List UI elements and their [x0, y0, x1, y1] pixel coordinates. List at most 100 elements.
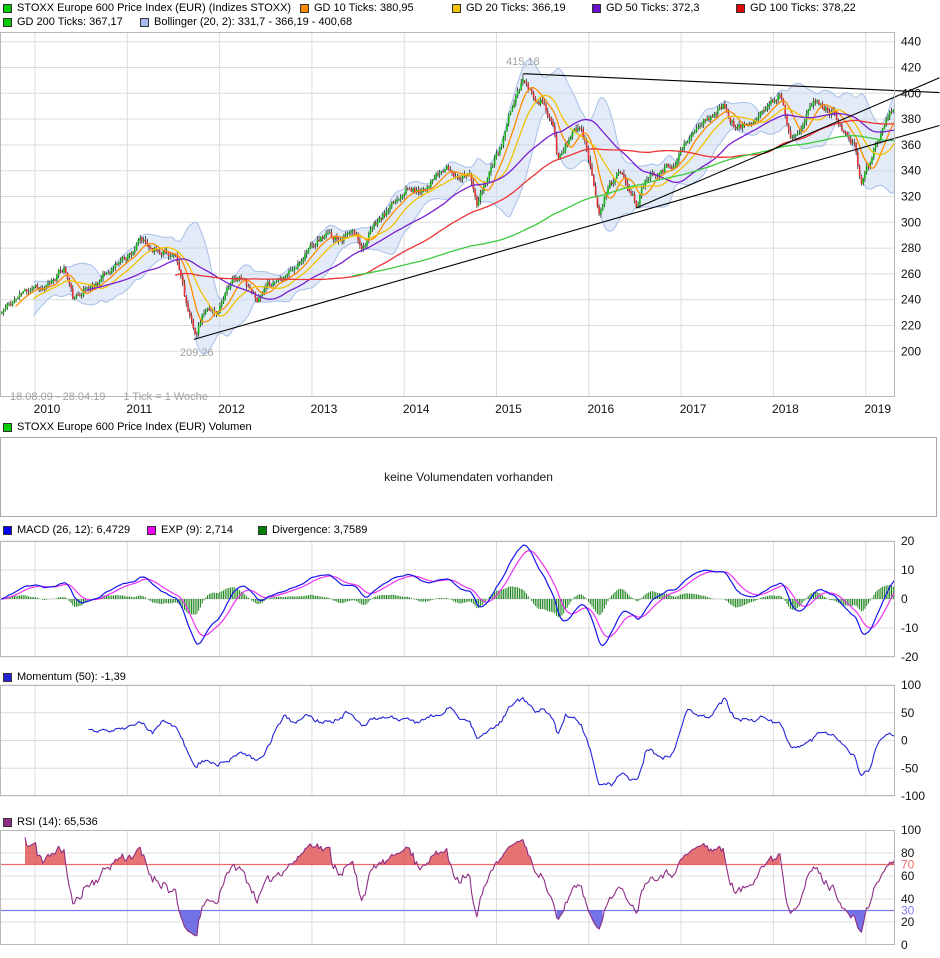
rsi-line	[24, 837, 895, 937]
rsi-legend-row: RSI (14): 65,536	[0, 816, 940, 829]
legend-item: GD 100 Ticks: 378,22	[736, 2, 856, 15]
svg-text:2016: 2016	[587, 402, 614, 416]
svg-text:220: 220	[901, 319, 921, 333]
macd-signal-line	[0, 550, 895, 638]
ma-line-20	[33, 94, 895, 317]
legend-label: STOXX Europe 600 Price Index (EUR) (Indi…	[17, 2, 292, 14]
legend-swatch-icon	[3, 423, 12, 432]
momentum-y-axis-labels: 100 50 0 -50 -100	[901, 678, 925, 803]
svg-text:70: 70	[901, 858, 915, 872]
svg-text:-20: -20	[901, 650, 919, 664]
legend-swatch-icon	[3, 673, 12, 682]
svg-text:30: 30	[901, 904, 915, 918]
legend-swatch-icon	[736, 4, 745, 13]
volume-empty-message: keine Volumendaten vorhanden	[384, 470, 553, 484]
legend-item: RSI (14): 65,536	[3, 816, 98, 829]
svg-text:380: 380	[901, 112, 921, 126]
legend-swatch-icon	[3, 4, 12, 13]
svg-text:420: 420	[901, 61, 921, 75]
svg-text:440: 440	[901, 35, 921, 49]
legend-label: GD 50 Ticks: 372,3	[606, 2, 700, 14]
legend-item: GD 10 Ticks: 380,95	[300, 2, 414, 15]
date-range-label: 18.08.09 - 28.04.19	[10, 391, 106, 403]
legend-swatch-icon	[140, 18, 149, 27]
svg-text:2012: 2012	[218, 402, 245, 416]
legend-swatch-icon	[452, 4, 461, 13]
svg-text:20: 20	[901, 534, 915, 548]
macd-line	[0, 544, 895, 647]
legend-label: RSI (14): 65,536	[17, 816, 98, 828]
x-axis-year-labels: 2010 2011 2012 2013 2014 2015 2016 2017 2018 2019	[34, 402, 892, 416]
svg-text:-50: -50	[901, 761, 919, 775]
svg-text:20: 20	[901, 915, 915, 929]
legend-item: GD 50 Ticks: 372,3	[592, 2, 700, 15]
svg-text:320: 320	[901, 190, 921, 204]
price-y-axis-labels: 440 420 400 380 360 340 320 300 280 260 240 220 200	[901, 35, 921, 359]
macd-divergence-histogram	[1, 585, 895, 618]
ma-line-10	[15, 86, 895, 323]
svg-text:2018: 2018	[772, 402, 799, 416]
svg-text:360: 360	[901, 138, 921, 152]
macd-panel	[0, 544, 895, 647]
legend-swatch-icon	[147, 526, 156, 535]
momentum-legend-row: Momentum (50): -1,39	[0, 671, 940, 684]
legend-label: STOXX Europe 600 Price Index (EUR) Volum…	[17, 421, 252, 433]
svg-text:100: 100	[901, 823, 921, 837]
legend-label: MACD (26, 12): 6,4729	[17, 524, 131, 536]
momentum-grid	[0, 684, 895, 797]
panel-borders	[0, 32, 895, 945]
annotation-low-price: 209,26	[180, 347, 214, 359]
svg-text:-10: -10	[901, 621, 919, 635]
ma-line-100	[174, 119, 895, 281]
legend-swatch-icon	[300, 4, 309, 13]
svg-text:260: 260	[901, 267, 921, 281]
legend-label: GD 200 Ticks: 367,17	[17, 16, 123, 28]
svg-text:340: 340	[901, 164, 921, 178]
legend-item: STOXX Europe 600 Price Index (EUR) Volum…	[3, 421, 252, 434]
svg-text:2010: 2010	[34, 402, 61, 416]
svg-text:60: 60	[901, 869, 915, 883]
bollinger-lower-line	[33, 113, 895, 355]
legend-swatch-icon	[592, 4, 601, 13]
legend-item: STOXX Europe 600 Price Index (EUR) (Indi…	[3, 2, 291, 15]
svg-text:2014: 2014	[403, 402, 430, 416]
tick-unit-note: 1 Tick = 1 Woche	[123, 391, 208, 403]
legend-item: EXP (9): 2,714	[147, 524, 233, 537]
svg-text:240: 240	[901, 293, 921, 307]
legend-item: GD 200 Ticks: 367,17	[3, 16, 123, 29]
volume-panel: keine Volumendaten vorhanden	[0, 437, 937, 517]
ma-line-50	[86, 113, 895, 300]
legend-item: GD 20 Ticks: 366,19	[452, 2, 566, 15]
svg-text:0: 0	[901, 938, 908, 952]
svg-text:280: 280	[901, 241, 921, 255]
legend-label: Divergence: 3,7589	[272, 524, 368, 536]
legend-label: Momentum (50): -1,39	[17, 671, 126, 683]
svg-text:300: 300	[901, 215, 921, 229]
svg-text:2013: 2013	[311, 402, 338, 416]
volume-legend-row: STOXX Europe 600 Price Index (EUR) Volum…	[0, 421, 940, 434]
legend-swatch-icon	[3, 18, 12, 27]
legend-label: GD 10 Ticks: 380,95	[314, 2, 414, 14]
svg-text:100: 100	[901, 678, 921, 692]
trend-lines	[193, 73, 940, 340]
momentum-line	[88, 697, 895, 787]
svg-text:40: 40	[901, 892, 915, 906]
bollinger-upper-line	[33, 59, 895, 299]
legend-label: EXP (9): 2,714	[161, 524, 233, 536]
price-legend-row-1: STOXX Europe 600 Price Index (EUR) (Indi…	[0, 2, 940, 15]
rsi-grid	[0, 830, 895, 945]
macd-legend-row: MACD (26, 12): 6,4729 EXP (9): 2,714 Diver…	[0, 524, 940, 537]
svg-text:2011: 2011	[126, 402, 152, 416]
date-range-note: 18.08.09 - 28.04.19 1 Tick = 1 Woche	[10, 391, 208, 403]
price-legend-row-2: GD 200 Ticks: 367,17 Bollinger (20, 2): 3…	[0, 16, 940, 29]
svg-text:2017: 2017	[680, 402, 707, 416]
svg-text:200: 200	[901, 344, 921, 358]
macd-y-axis-labels: 20 10 0 -10 -20	[901, 534, 919, 664]
legend-item: MACD (26, 12): 6,4729	[3, 524, 130, 537]
svg-text:400: 400	[901, 86, 921, 100]
svg-text:10: 10	[901, 563, 915, 577]
svg-text:0: 0	[901, 592, 908, 606]
legend-label: GD 20 Ticks: 366,19	[466, 2, 566, 14]
